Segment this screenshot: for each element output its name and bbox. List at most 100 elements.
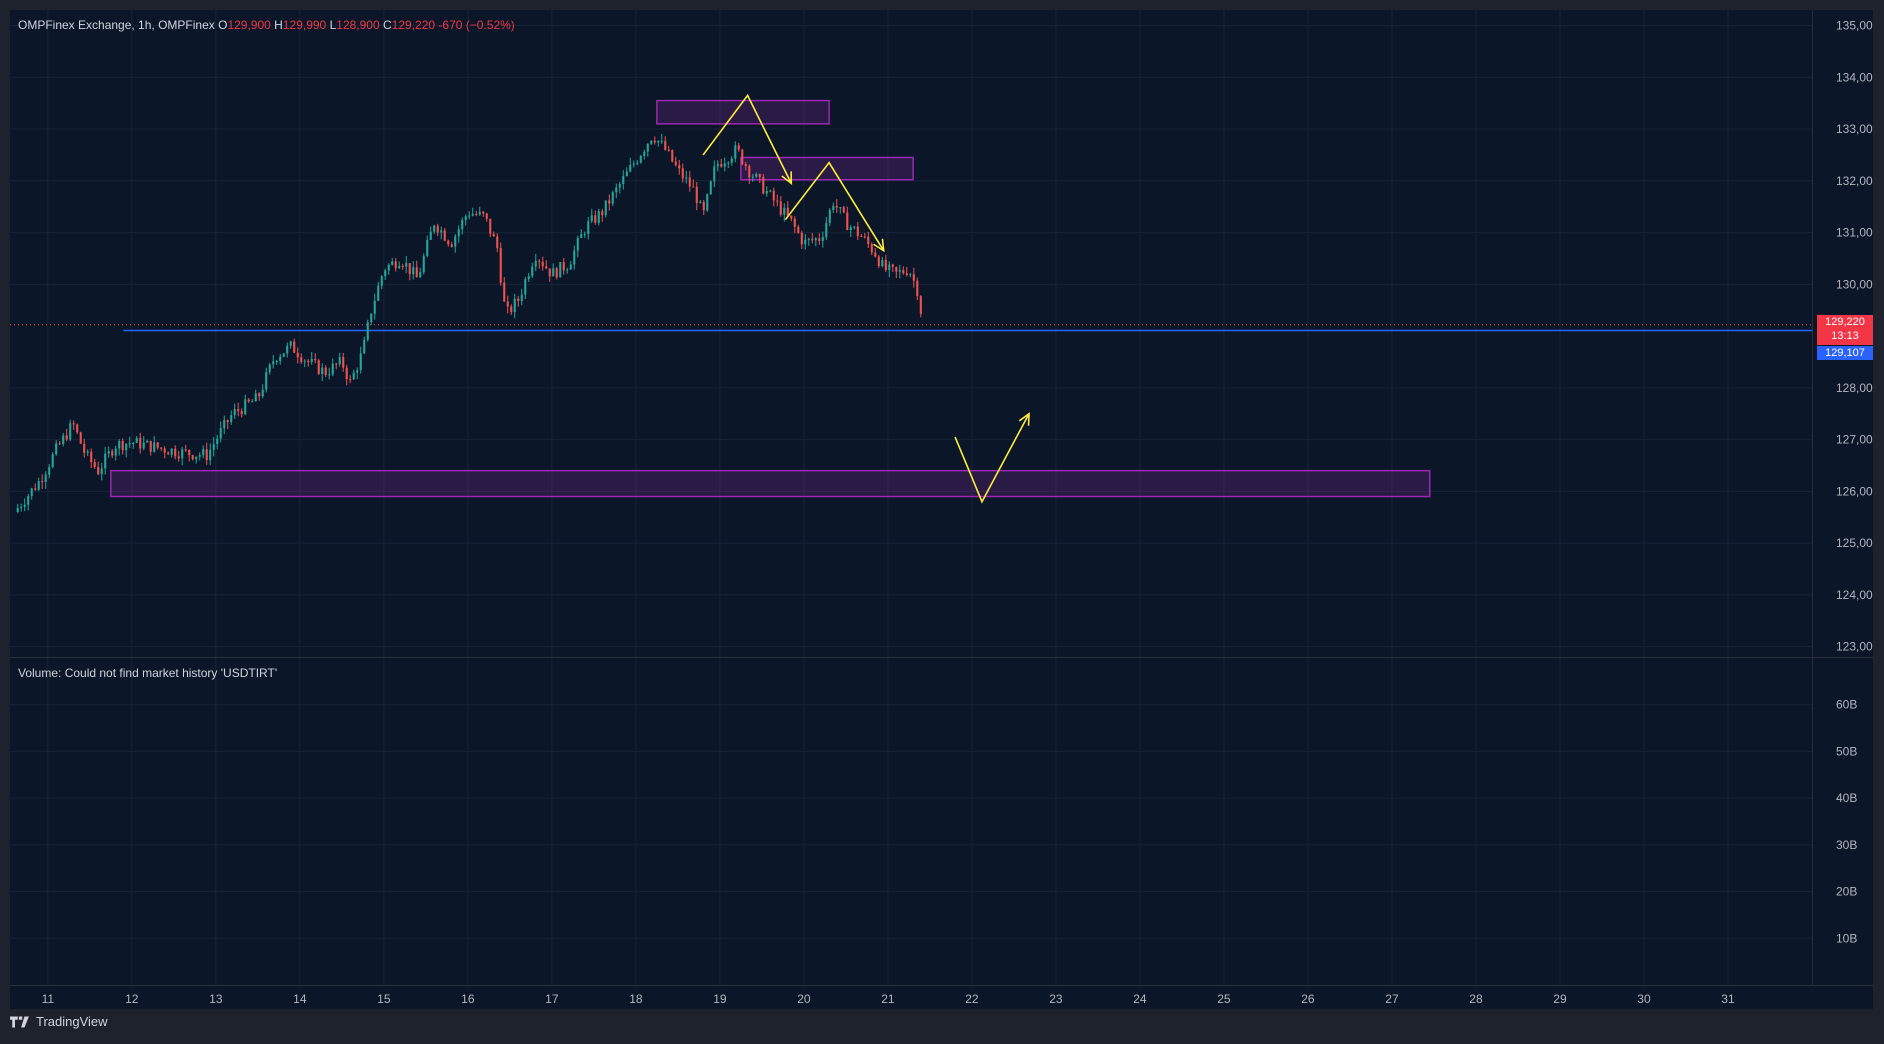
candle-up [429,231,432,240]
candle-down [860,236,863,238]
price-chart[interactable]: 135,000 134,000 133,000 132,000 131,000 130,0… [10,10,1873,1009]
candle-up [209,449,212,461]
annotation-path [702,93,793,184]
candle-up [181,449,184,459]
candle-up [639,156,642,163]
candle-up [709,181,712,195]
price-tick-label: 125,000 [1836,536,1873,550]
candle-down [499,248,502,283]
candle-down [415,267,418,278]
candle-down [818,238,821,241]
candle-down [891,264,894,267]
candle-down [324,367,327,375]
candle-up [618,184,621,188]
candle-up [282,353,285,357]
candle-down [695,186,698,204]
candle-up [352,372,355,380]
supply-demand-zone [110,469,1431,498]
price-tick-label: 123,000 [1836,640,1873,654]
candle-up [821,237,824,241]
chart-frame[interactable]: 135,000 134,000 133,000 132,000 131,000 130,0… [10,10,1873,1009]
candle-down [496,236,499,249]
candle-down [90,451,93,463]
candle-up [769,190,772,192]
tradingview-brand[interactable]: TradingView [36,1014,108,1029]
candle-up [30,488,33,497]
candle-up [275,361,278,363]
candle-down [667,149,670,151]
candle-up [146,440,149,443]
candle-down [538,260,541,262]
legend-low-value: 128,900 [336,18,380,32]
volume-tick-label: 20B [1836,885,1857,899]
candle-up [380,276,383,286]
candle-up [590,215,593,222]
candle-up [576,237,579,251]
price-tick-label: 132,000 [1836,174,1873,188]
countdown-value: 13:13 [1831,330,1859,342]
candle-up [363,339,366,354]
candle-up [384,270,387,277]
candle-down [258,393,261,397]
candle-down [83,443,86,453]
candle-down [653,140,656,143]
candle-down [762,177,765,194]
time-tick-label: 23 [1049,992,1063,1006]
candle-up [272,361,275,365]
volume-tick-label: 60B [1836,698,1857,712]
candle-up [198,455,201,457]
candle-down [174,448,177,457]
candle-up [55,443,58,455]
candle-down [489,218,492,234]
time-tick-label: 18 [629,992,643,1006]
candle-down [744,164,747,167]
candle-up [723,163,726,167]
time-tick-label: 12 [125,992,139,1006]
footer: TradingView [10,1014,108,1029]
candle-down [191,455,194,460]
time-tick-label: 26 [1301,992,1315,1006]
candle-up [412,267,415,275]
candle-up [440,230,443,233]
candle-down [905,273,908,276]
candle-up [706,194,709,211]
candle-up [783,207,786,215]
candle-up [660,140,663,142]
candle-up [646,143,649,152]
candle-down [919,296,922,314]
time-tick-label: 27 [1385,992,1399,1006]
candle-up [289,341,292,346]
candle-down [156,442,159,448]
candle-down [139,437,142,449]
candle-up [265,372,268,390]
candle-down [790,215,793,219]
candle-up [457,229,460,237]
time-tick-label: 19 [713,992,727,1006]
candle-up [286,345,289,354]
candle-down [671,149,674,162]
candle-down [293,341,296,353]
candle-down [111,451,114,456]
candle-down [436,225,439,233]
volume-tick-label: 40B [1836,791,1857,805]
candle-down [408,263,411,275]
chart-legend: OMPFinex Exchange, 1h, OMPFinex O129,900… [18,18,515,32]
time-tick-label: 24 [1133,992,1147,1006]
candle-up [534,260,537,267]
candle-down [205,449,208,461]
candle-up [713,166,716,182]
candle-up [520,294,523,302]
candle-down [874,252,877,257]
candle-down [300,357,303,362]
candle-down [856,226,859,237]
candle-up [370,313,373,323]
candle-down [443,230,446,241]
tradingview-logo-icon[interactable] [10,1015,30,1028]
time-tick-label: 21 [881,992,895,1006]
time-tick-label: 14 [293,992,307,1006]
candle-down [76,424,79,433]
candle-down [93,462,96,468]
candle-down [485,213,488,219]
candle-up [828,209,831,223]
candle-up [573,250,576,265]
